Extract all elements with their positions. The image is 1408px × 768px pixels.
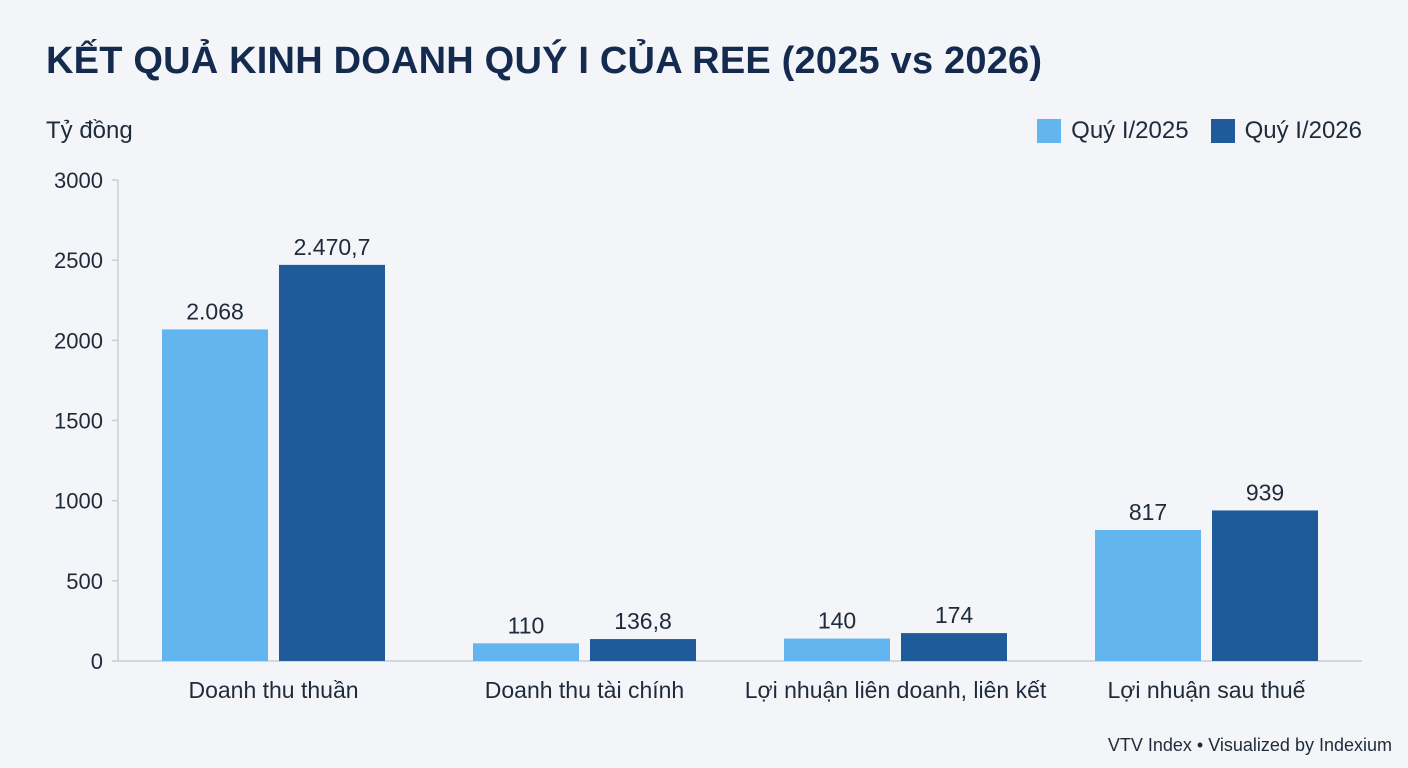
data-label: 2.068: [186, 298, 244, 324]
y-tick-label: 2000: [54, 328, 103, 353]
data-label: 174: [935, 602, 974, 628]
bar: [784, 638, 890, 661]
bar: [162, 329, 268, 661]
data-label: 140: [818, 608, 856, 634]
data-label: 110: [508, 612, 545, 638]
source-credit: VTV Index • Visualized by Indexium: [1107, 735, 1392, 755]
legend-swatch-2025: [1037, 119, 1062, 143]
legend-swatch-2026: [1210, 119, 1235, 143]
bar: [1212, 510, 1318, 661]
data-label: 136,8: [614, 608, 672, 634]
data-label: 939: [1246, 479, 1284, 505]
bar: [1095, 530, 1201, 661]
x-category-label: Lợi nhuận sau thuế: [1108, 677, 1306, 703]
y-tick-label: 2500: [54, 248, 103, 273]
y-axis-unit-label: Tỷ đồng: [46, 117, 133, 144]
chart-title: KẾT QUẢ KINH DOANH QUÝ I CỦA REE (2025 v…: [46, 40, 1043, 82]
legend-label-2025: Quý I/2025: [1071, 117, 1189, 144]
legend-item-2026: Quý I/2026: [1210, 117, 1362, 145]
x-category-label: Doanh thu tài chính: [485, 677, 684, 703]
legend-item-2025: Quý I/2025: [1037, 117, 1189, 145]
y-tick-label: 0: [91, 649, 103, 674]
y-tick-label: 1500: [54, 409, 103, 434]
data-label: 817: [1129, 499, 1167, 525]
legend-label-2026: Quý I/2026: [1244, 117, 1362, 144]
data-label: 2.470,7: [294, 234, 371, 260]
bar: [590, 639, 696, 661]
y-tick-label: 500: [66, 569, 103, 594]
legend: Quý I/2025 Quý I/2026: [1037, 117, 1362, 145]
y-tick-label: 3000: [54, 168, 103, 193]
y-tick-label: 1000: [54, 489, 103, 514]
bar: [279, 264, 385, 661]
bar: [473, 643, 579, 661]
x-category-label: Doanh thu thuần: [188, 677, 358, 703]
x-category-label: Lợi nhuận liên doanh, liên kết: [745, 677, 1047, 703]
bar: [901, 633, 1007, 661]
